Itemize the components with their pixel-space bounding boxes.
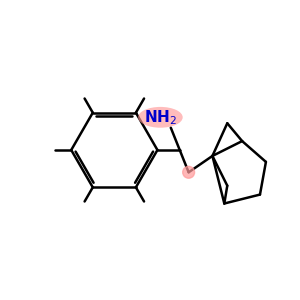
Ellipse shape: [138, 107, 183, 128]
Text: NH$_2$: NH$_2$: [144, 108, 177, 127]
Circle shape: [183, 166, 195, 178]
